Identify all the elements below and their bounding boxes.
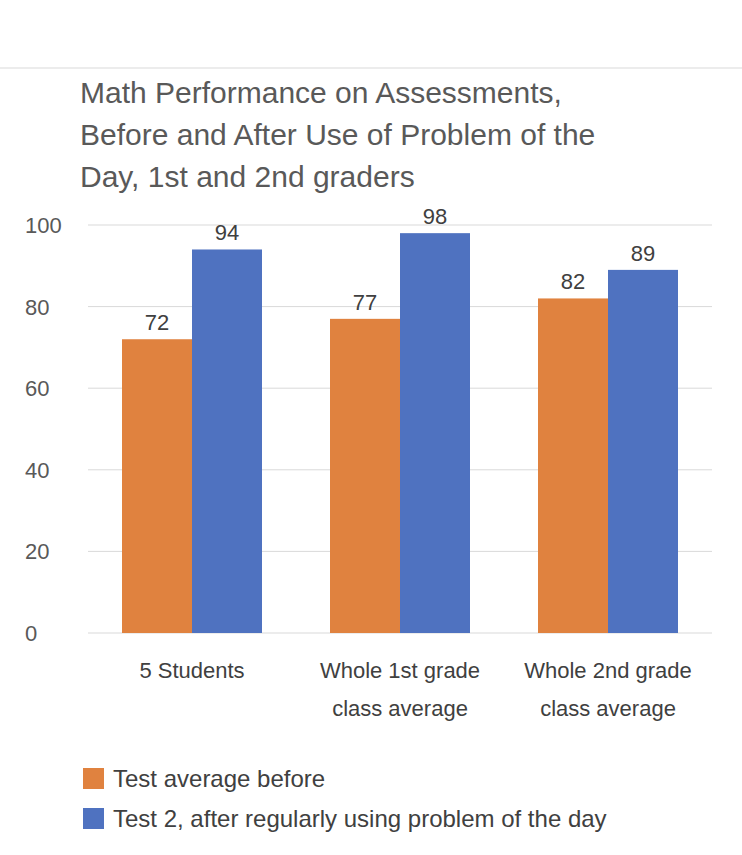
data-label: 77 xyxy=(353,290,377,315)
y-tick-label: 20 xyxy=(25,539,49,564)
y-tick-label: 60 xyxy=(25,376,49,401)
y-tick-label: 100 xyxy=(25,213,62,238)
bar xyxy=(330,319,400,633)
bar xyxy=(122,339,192,633)
grid-line xyxy=(88,225,712,226)
x-tick-label-line: 5 Students xyxy=(139,658,244,683)
x-tick-label-line: class average xyxy=(540,696,676,721)
x-tick-label-line: class average xyxy=(332,696,468,721)
bar xyxy=(400,233,470,633)
chart-container: Math Performance on Assessments, Before a… xyxy=(0,0,742,855)
legend: Test average before Test 2, after regular… xyxy=(83,765,607,832)
bar xyxy=(608,270,678,633)
bar xyxy=(192,249,262,633)
data-labels: 72 94 77 98 82 89 xyxy=(145,204,655,335)
y-tick-label: 40 xyxy=(25,458,49,483)
title-line: Math Performance on Assessments, xyxy=(80,76,562,109)
bars xyxy=(122,233,678,633)
separator xyxy=(0,68,742,69)
legend-swatch xyxy=(83,768,104,789)
legend-label: Test 2, after regularly using problem of… xyxy=(113,805,607,832)
legend-label: Test average before xyxy=(113,765,325,792)
y-tick-label: 80 xyxy=(25,295,49,320)
data-label: 98 xyxy=(423,204,447,229)
data-label: 82 xyxy=(561,269,585,294)
title-line: Day, 1st and 2nd graders xyxy=(80,160,415,193)
x-tick-label-line: Whole 1st grade xyxy=(320,658,480,683)
bar xyxy=(538,298,608,633)
x-tick-label-line: Whole 2nd grade xyxy=(524,658,692,683)
legend-swatch xyxy=(83,808,104,829)
data-label: 94 xyxy=(215,220,239,245)
grid xyxy=(88,225,712,633)
data-label: 89 xyxy=(631,241,655,266)
title: Math Performance on Assessments, Before a… xyxy=(80,76,595,193)
x-tick-label: Whole 1st grade class average xyxy=(320,658,480,721)
x-tick-label: Whole 2nd grade class average xyxy=(524,658,692,721)
x-tick-label: 5 Students xyxy=(139,658,244,683)
title-line: Before and After Use of Problem of the xyxy=(80,118,595,151)
data-label: 72 xyxy=(145,310,169,335)
chart-svg: Math Performance on Assessments, Before a… xyxy=(0,0,742,855)
y-tick-label: 0 xyxy=(25,621,37,646)
